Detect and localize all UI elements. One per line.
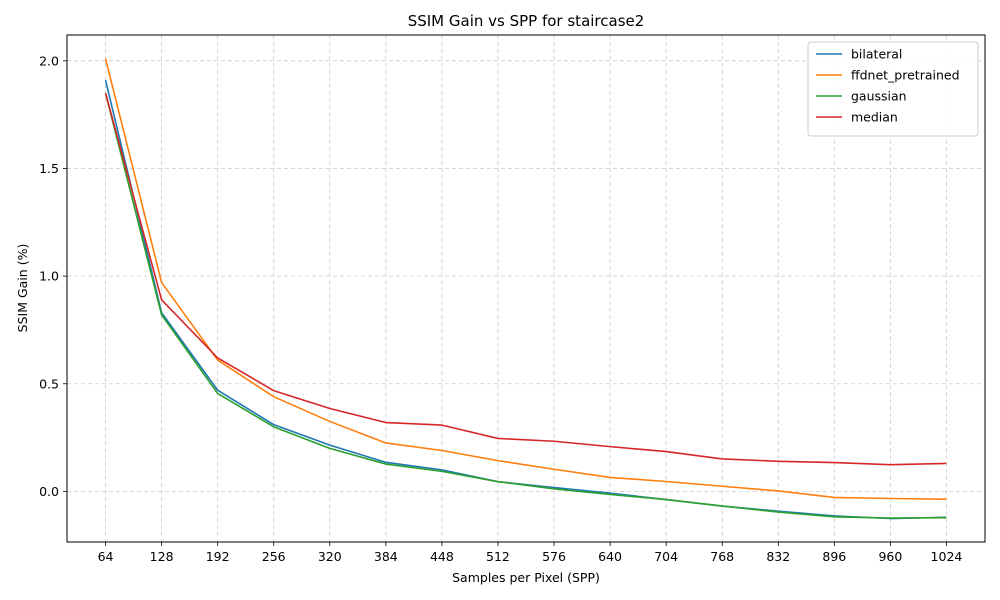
legend-label-bilateral: bilateral — [851, 47, 902, 62]
series-lines — [104, 58, 947, 520]
x-tick-label: 832 — [766, 549, 790, 564]
plot-frame — [66, 34, 986, 543]
legend-label-ffdnet_pretrained: ffdnet_pretrained — [851, 68, 960, 83]
x-tick-label: 1024 — [931, 549, 963, 564]
series-line-gaussian — [104, 92, 947, 519]
x-axis-label: Samples per Pixel (SPP) — [452, 570, 600, 585]
x-tick-label: 512 — [486, 549, 510, 564]
x-axis-ticks: 64 128 192 256 320 384 448 512 576 640 704 768 832 89… — [98, 542, 963, 564]
x-tick-label: 960 — [878, 549, 902, 564]
y-tick-label: 1.5 — [39, 161, 59, 176]
grid — [67, 35, 985, 542]
x-tick-label: 576 — [542, 549, 566, 564]
y-tick-label: 0.5 — [39, 376, 59, 391]
legend-box — [807, 41, 979, 137]
y-axis-ticks: 0.0 0.5 1.0 1.5 2.0 — [39, 53, 67, 499]
x-tick-label: 192 — [206, 549, 230, 564]
x-tick-label: 704 — [654, 549, 678, 564]
x-tick-label: 64 — [98, 549, 114, 564]
series-line-median — [104, 92, 947, 466]
x-tick-label: 768 — [710, 549, 734, 564]
y-tick-label: 0.0 — [39, 484, 59, 499]
y-tick-label: 1.0 — [39, 269, 59, 284]
y-axis-label: SSIM Gain (%) — [15, 244, 30, 333]
x-tick-label: 320 — [318, 549, 342, 564]
x-tick-label: 640 — [598, 549, 622, 564]
series-line-ffdnet_pretrained — [104, 58, 947, 500]
legend: bilateral ffdnet_pretrained gaussian median — [807, 41, 979, 137]
legend-label-median: median — [851, 110, 898, 125]
chart-title: SSIM Gain vs SPP for staircase2 — [408, 12, 645, 30]
x-tick-label: 448 — [430, 549, 454, 564]
x-tick-label: 896 — [822, 549, 846, 564]
y-tick-label: 2.0 — [39, 53, 59, 68]
legend-label-gaussian: gaussian — [851, 89, 907, 104]
x-tick-label: 256 — [262, 549, 286, 564]
x-tick-label: 128 — [150, 549, 174, 564]
x-tick-label: 384 — [374, 549, 398, 564]
